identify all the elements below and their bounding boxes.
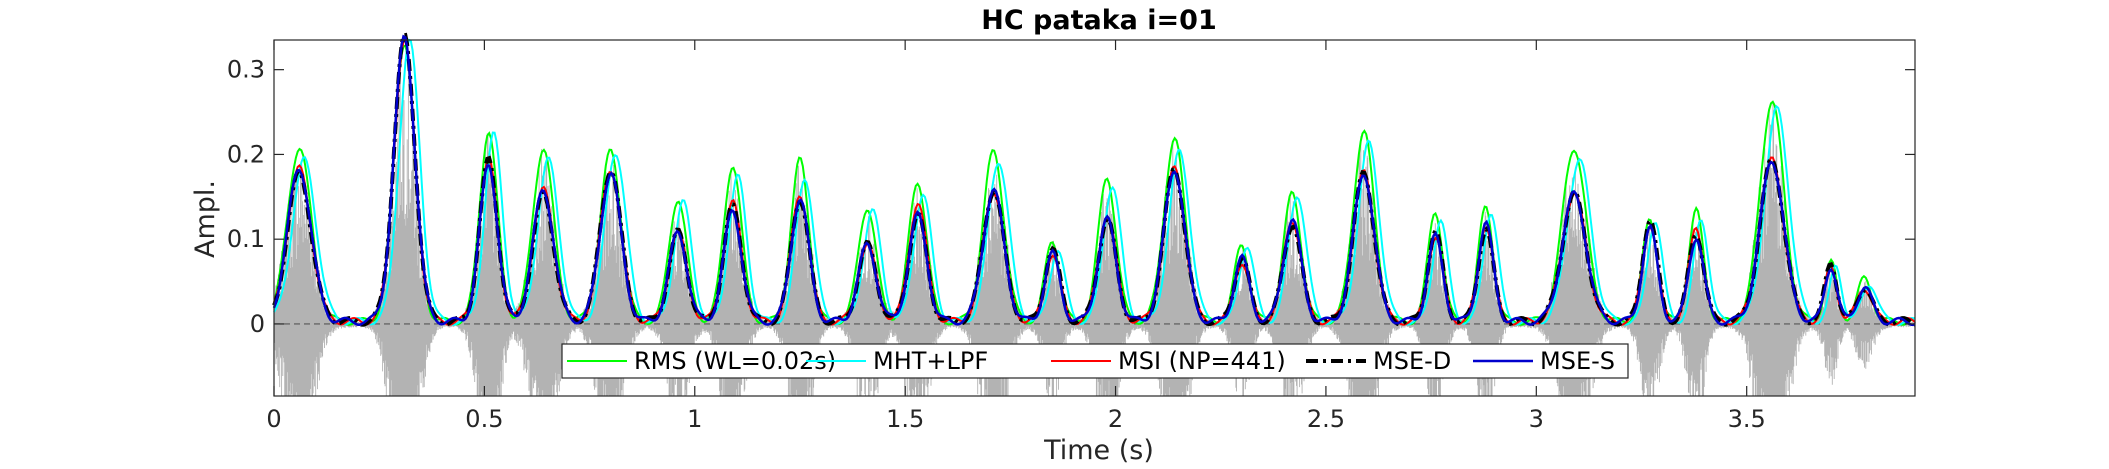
x-tick-label: 1 xyxy=(687,405,702,433)
x-tick-label: 2.5 xyxy=(1307,405,1345,433)
axes-box xyxy=(273,39,1916,397)
x-tick-label: 2 xyxy=(1108,405,1123,433)
legend-label-mht: MHT+LPF xyxy=(873,347,988,375)
plot-area: 0 0.5 1 1.5 2 2.5 3 3.5 0 0.1 0.2 0.3 xyxy=(227,32,1916,433)
legend-label-rms: RMS (WL=0.02s) xyxy=(634,347,836,375)
legend-label-mse_s: MSE-S xyxy=(1540,347,1615,375)
y-tick-label: 0.3 xyxy=(227,56,265,84)
legend: RMS (WL=0.02s) MHT+LPF MSI (NP=441) MSE-D MS… xyxy=(561,343,1629,379)
x-tick-label: 3.5 xyxy=(1728,405,1766,433)
y-axis: 0 0.1 0.2 0.3 xyxy=(227,56,1915,338)
y-tick-label: 0 xyxy=(250,310,265,338)
y-tick-label: 0.2 xyxy=(227,140,265,168)
series-layer xyxy=(272,32,1916,327)
legend-label-msi: MSI (NP=441) xyxy=(1118,347,1286,375)
y-axis-label: Ampl. xyxy=(190,180,221,258)
y-tick-label: 0.1 xyxy=(227,225,265,253)
x-tick-label: 1.5 xyxy=(886,405,924,433)
series-mse_s-line xyxy=(272,34,1916,326)
series-mht-line xyxy=(273,38,1916,326)
legend-label-mse_d: MSE-D xyxy=(1373,347,1451,375)
x-tick-label: 0.5 xyxy=(465,405,503,433)
x-axis-label: Time (s) xyxy=(1043,435,1154,466)
x-tick-label: 3 xyxy=(1529,405,1544,433)
x-axis: 0 0.5 1 1.5 2 2.5 3 3.5 xyxy=(266,40,1766,433)
chart-title: HC pataka i=01 xyxy=(981,5,1217,36)
x-tick-label: 0 xyxy=(266,405,281,433)
